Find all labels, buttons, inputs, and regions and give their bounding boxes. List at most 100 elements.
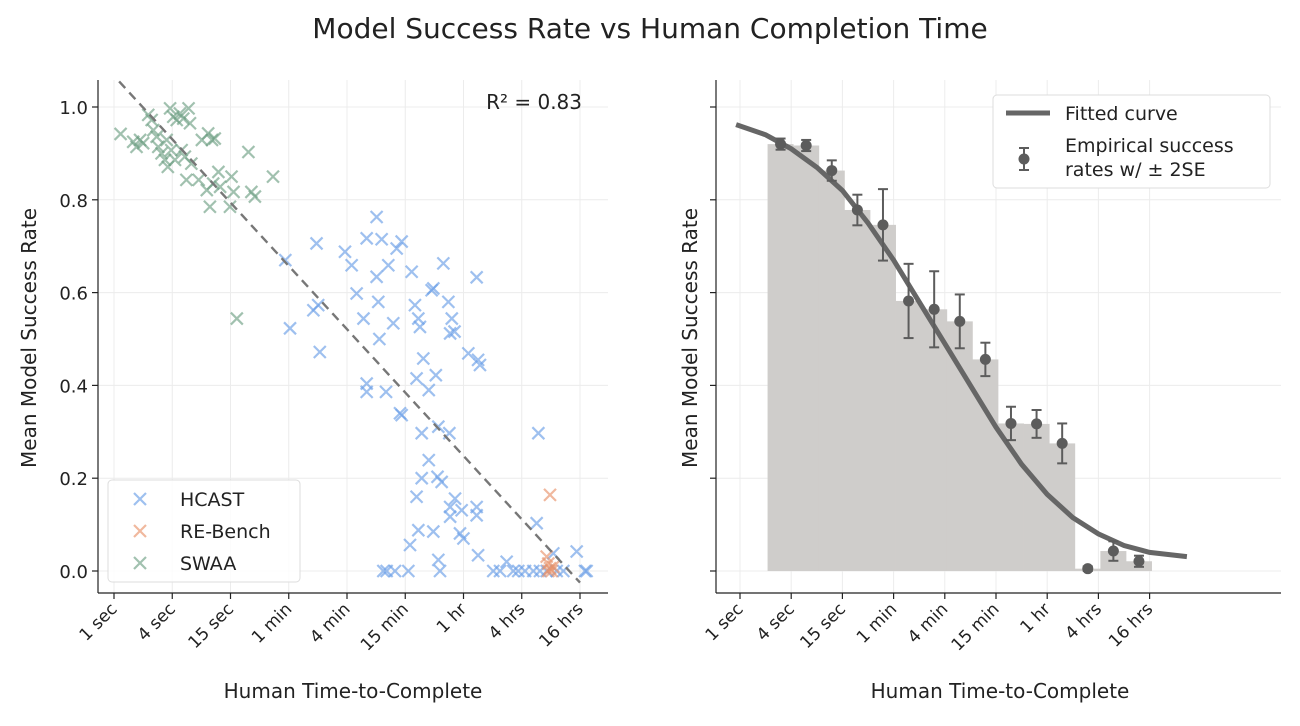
point-marker	[928, 303, 940, 315]
point-hcast	[356, 311, 371, 326]
x-tick-label: 1 min	[853, 599, 901, 647]
point-hcast	[448, 491, 462, 506]
point-swaa	[224, 169, 239, 184]
legend-marker-re-bench	[133, 524, 147, 538]
point-swaa	[181, 101, 196, 116]
empirical-point	[1133, 554, 1145, 568]
legend-empirical-label-1: Empirical success	[1065, 135, 1234, 157]
point-swaa	[159, 133, 174, 147]
point-hcast	[408, 298, 422, 312]
empirical-point	[851, 193, 863, 227]
empirical-point	[1031, 408, 1043, 439]
y-tick-label: 0.4	[59, 376, 88, 397]
point-marker	[979, 353, 991, 365]
bin-bar	[895, 300, 922, 571]
point-hcast	[409, 489, 424, 504]
point-hcast	[344, 258, 359, 273]
x-tick-label: 15 min	[948, 599, 1004, 655]
x-tick-label: 1 sec	[702, 599, 748, 645]
point-hcast	[388, 564, 402, 578]
point-hcast	[499, 554, 514, 569]
point-swaa	[226, 185, 241, 199]
empirical-point	[775, 137, 787, 151]
point-hcast	[414, 471, 429, 485]
point-hcast	[429, 368, 443, 382]
x-tick-label: 1 hr	[1017, 599, 1055, 637]
point-marker	[903, 295, 915, 307]
point-hcast	[369, 210, 384, 224]
point-swaa	[184, 156, 199, 171]
left-scatter-plot: 0.00.20.40.60.81.01 sec 4 sec 15 sec 1 min 4…	[17, 80, 608, 703]
legend-marker-swaa	[133, 556, 147, 570]
point-hcast	[376, 564, 391, 578]
right-y-label: Mean Model Success Rate	[678, 208, 702, 468]
point-hcast	[404, 264, 419, 279]
legend-empirical-label-2: rates w/ ± 2SE	[1065, 159, 1206, 181]
point-hcast	[394, 234, 409, 249]
point-hcast	[372, 332, 387, 346]
point-marker	[877, 219, 889, 231]
legend-label-hcast: HCAST	[180, 489, 245, 511]
bin-bar	[793, 145, 820, 571]
x-tick-label: 1 sec	[76, 599, 122, 645]
bin-bar	[818, 170, 845, 571]
legend-marker-hcast	[133, 492, 147, 506]
point-hcast	[443, 500, 457, 514]
point-hcast	[381, 258, 396, 273]
point-swaa	[207, 131, 222, 146]
r-squared-annotation: R² = 0.83	[486, 90, 582, 114]
point-re-bench	[544, 564, 559, 578]
empirical-point	[826, 159, 838, 182]
point-swaa	[129, 140, 144, 154]
point-hcast	[436, 256, 451, 271]
point-swaa	[164, 143, 178, 157]
point-hcast	[426, 281, 441, 296]
right-legend: Fitted curve Empirical success rates w/ …	[992, 94, 1271, 189]
point-hcast	[433, 564, 447, 578]
point-hcast	[401, 564, 416, 578]
point-hcast	[473, 358, 487, 372]
point-re-bench	[546, 560, 561, 574]
point-swaa	[241, 145, 256, 159]
point-swaa	[179, 173, 194, 187]
chart-title: Model Success Rate vs Human Completion T…	[312, 12, 987, 45]
point-hcast	[421, 453, 436, 467]
y-tick-label: 0.8	[59, 191, 88, 212]
point-hcast	[456, 531, 471, 546]
empirical-points	[775, 137, 1145, 575]
point-marker	[1082, 563, 1094, 575]
legend-errorbar-marker	[1018, 147, 1030, 171]
point-hcast	[278, 253, 293, 267]
empirical-point	[1005, 405, 1017, 442]
point-hcast	[506, 564, 521, 578]
x-tick-label: 4 sec	[134, 599, 180, 645]
point-hcast	[443, 509, 457, 524]
x-tick-label: 15 min	[357, 599, 413, 655]
point-hcast	[411, 523, 426, 537]
fitted-curve	[735, 122, 1188, 560]
point-hcast	[441, 295, 456, 309]
point-hcast	[445, 311, 459, 326]
point-swaa	[248, 189, 262, 204]
point-hcast	[369, 270, 384, 284]
left-legend: HCAST RE-Bench SWAA	[107, 479, 301, 583]
empirical-point	[800, 138, 812, 153]
point-marker	[954, 315, 966, 327]
point-hcast	[338, 244, 352, 259]
x-tick-label: 1 min	[248, 599, 296, 647]
point-hcast	[403, 538, 417, 552]
point-swaa	[223, 199, 237, 214]
point-hcast	[416, 351, 431, 366]
legend-fitted-curve-label: Fitted curve	[1065, 103, 1178, 125]
point-marker	[851, 204, 863, 216]
bin-bar	[844, 210, 871, 571]
point-hcast	[359, 231, 374, 246]
bin-bar	[869, 224, 896, 571]
x-tick-label: 16 hrs	[1105, 599, 1157, 651]
empirical-point	[979, 341, 991, 378]
point-swaa	[266, 169, 280, 184]
x-tick-label: 4 hrs	[485, 599, 530, 644]
point-marker	[800, 140, 812, 152]
empirical-point	[1056, 422, 1068, 465]
